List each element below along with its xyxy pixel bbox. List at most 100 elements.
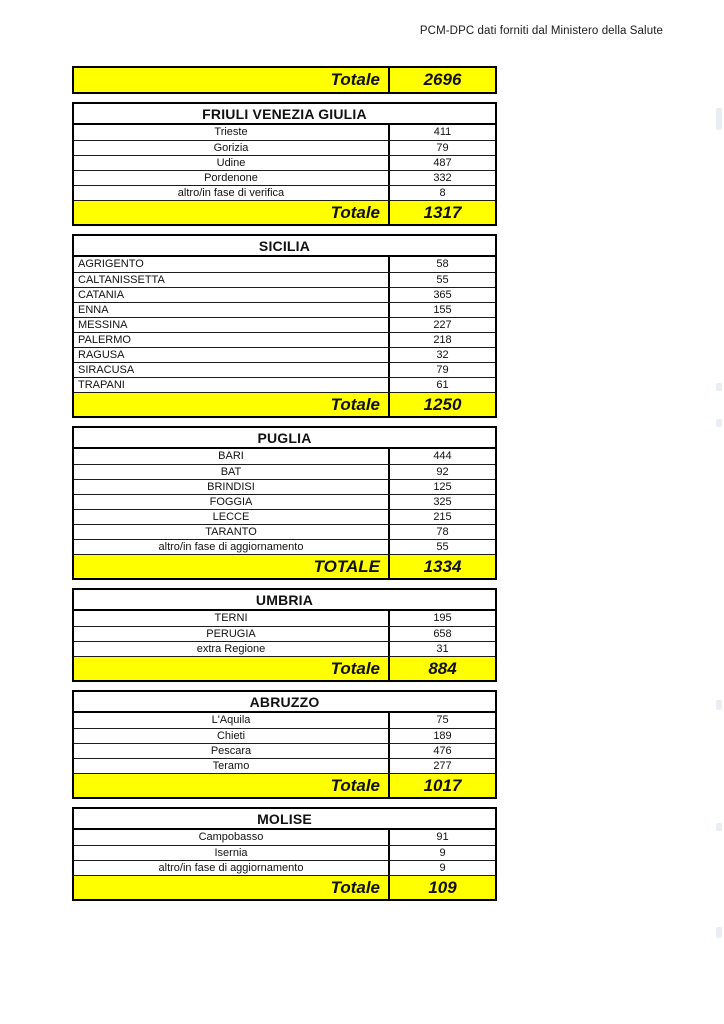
table-row: Campobasso 91 xyxy=(74,830,495,845)
region-total-row: Totale 1317 xyxy=(74,200,495,224)
row-value: 215 xyxy=(388,510,495,524)
table-row: ENNA 155 xyxy=(74,302,495,317)
region-total-value: 884 xyxy=(388,657,495,680)
row-label: TERNI xyxy=(214,612,248,624)
row-value: 9 xyxy=(388,846,495,860)
region-total-value: 1250 xyxy=(388,393,495,416)
row-label: CATANIA xyxy=(78,289,125,301)
scan-artifact xyxy=(716,108,722,130)
row-label: Gorizia xyxy=(213,142,249,154)
region-total-label: Totale xyxy=(330,659,380,678)
row-value: 277 xyxy=(388,759,495,773)
row-value: 58 xyxy=(388,257,495,272)
row-label: MESSINA xyxy=(78,319,128,331)
table-row: CATANIA 365 xyxy=(74,287,495,302)
row-label: BARI xyxy=(218,450,244,462)
row-label: BRINDISI xyxy=(207,481,255,493)
scan-artifact xyxy=(716,823,722,831)
scan-artifact xyxy=(716,700,722,710)
row-label: Chieti xyxy=(216,730,246,742)
row-value: 155 xyxy=(388,303,495,317)
region-header: PUGLIA xyxy=(74,428,495,449)
row-label: TARANTO xyxy=(205,526,257,538)
row-value: 487 xyxy=(388,156,495,170)
row-label: Pescara xyxy=(210,745,252,757)
row-label: TRAPANI xyxy=(78,379,125,391)
table-row: PALERMO 218 xyxy=(74,332,495,347)
row-value: 79 xyxy=(388,141,495,155)
table-row: L'Aquila 75 xyxy=(74,713,495,728)
region-total-label: Totale xyxy=(330,776,380,795)
scan-artifact xyxy=(716,383,722,391)
region-total-value: 1017 xyxy=(388,774,495,797)
table-row: altro/in fase di aggiornamento 55 xyxy=(74,539,495,554)
row-label: altro/in fase di aggiornamento xyxy=(158,541,304,553)
row-value: 32 xyxy=(388,348,495,362)
row-value: 91 xyxy=(388,830,495,845)
grand-total-table: Totale 2696 xyxy=(72,66,497,94)
table-row: FOGGIA 325 xyxy=(74,494,495,509)
table-row: extra Regione 31 xyxy=(74,641,495,656)
row-value: 218 xyxy=(388,333,495,347)
row-label: LECCE xyxy=(212,511,250,523)
row-value: 75 xyxy=(388,713,495,728)
region-total-row: Totale 1250 xyxy=(74,392,495,416)
row-label: PALERMO xyxy=(78,334,131,346)
table-row: TRAPANI 61 xyxy=(74,377,495,392)
row-value: 61 xyxy=(388,378,495,392)
table-row: TERNI 195 xyxy=(74,611,495,626)
region-header: SICILIA xyxy=(74,236,495,257)
region-total-value: 1334 xyxy=(388,555,495,578)
row-label: altro/in fase di verifica xyxy=(177,187,285,199)
table-row: Trieste 411 xyxy=(74,125,495,140)
region-total-row: Totale 1017 xyxy=(74,773,495,797)
table-row: LECCE 215 xyxy=(74,509,495,524)
region-total-label: Totale xyxy=(330,395,380,414)
region-header: MOLISE xyxy=(74,809,495,830)
table-row: Teramo 277 xyxy=(74,758,495,773)
row-value: 332 xyxy=(388,171,495,185)
row-value: 658 xyxy=(388,627,495,641)
row-label: Campobasso xyxy=(198,831,264,843)
scan-artifact xyxy=(716,927,722,938)
row-value: 195 xyxy=(388,611,495,626)
region-table-abruzzo: ABRUZZO L'Aquila 75 Chieti 189 Pescara 4… xyxy=(72,690,497,799)
row-label: altro/in fase di aggiornamento xyxy=(158,862,304,874)
row-value: 476 xyxy=(388,744,495,758)
row-value: 8 xyxy=(388,186,495,200)
table-row: Gorizia 79 xyxy=(74,140,495,155)
row-label: BAT xyxy=(220,466,242,478)
table-row: SIRACUSA 79 xyxy=(74,362,495,377)
row-value: 92 xyxy=(388,465,495,479)
table-row: MESSINA 227 xyxy=(74,317,495,332)
table-row: altro/in fase di aggiornamento 9 xyxy=(74,860,495,875)
table-row: Isernia 9 xyxy=(74,845,495,860)
row-value: 55 xyxy=(388,540,495,554)
region-header: ABRUZZO xyxy=(74,692,495,713)
table-row: Pordenone 332 xyxy=(74,170,495,185)
row-label: L'Aquila xyxy=(211,714,251,726)
row-value: 79 xyxy=(388,363,495,377)
table-row: Pescara 476 xyxy=(74,743,495,758)
row-value: 78 xyxy=(388,525,495,539)
row-value: 411 xyxy=(388,125,495,140)
table-row: TARANTO 78 xyxy=(74,524,495,539)
row-label: Teramo xyxy=(212,760,250,772)
table-row: BARI 444 xyxy=(74,449,495,464)
row-value: 227 xyxy=(388,318,495,332)
grand-total-value: 2696 xyxy=(388,68,495,92)
region-table-puglia: PUGLIA BARI 444 BAT 92 BRINDISI 125 FOGG… xyxy=(72,426,497,580)
table-row: Udine 487 xyxy=(74,155,495,170)
region-total-label: Totale xyxy=(330,878,380,897)
row-label: SIRACUSA xyxy=(78,364,135,376)
row-value: 365 xyxy=(388,288,495,302)
region-header: FRIULI VENEZIA GIULIA xyxy=(74,104,495,125)
row-label: extra Regione xyxy=(196,643,266,655)
row-value: 325 xyxy=(388,495,495,509)
table-row: PERUGIA 658 xyxy=(74,626,495,641)
row-value: 444 xyxy=(388,449,495,464)
tables-container: Totale 2696 FRIULI VENEZIA GIULIA Triest… xyxy=(72,66,497,909)
region-table-molise: MOLISE Campobasso 91 Isernia 9 altro/in … xyxy=(72,807,497,901)
region-table-sicilia: SICILIA AGRIGENTO 58 CALTANISSETTA 55 CA… xyxy=(72,234,497,418)
region-table-friuli-venezia-giulia: FRIULI VENEZIA GIULIA Trieste 411 Gorizi… xyxy=(72,102,497,226)
